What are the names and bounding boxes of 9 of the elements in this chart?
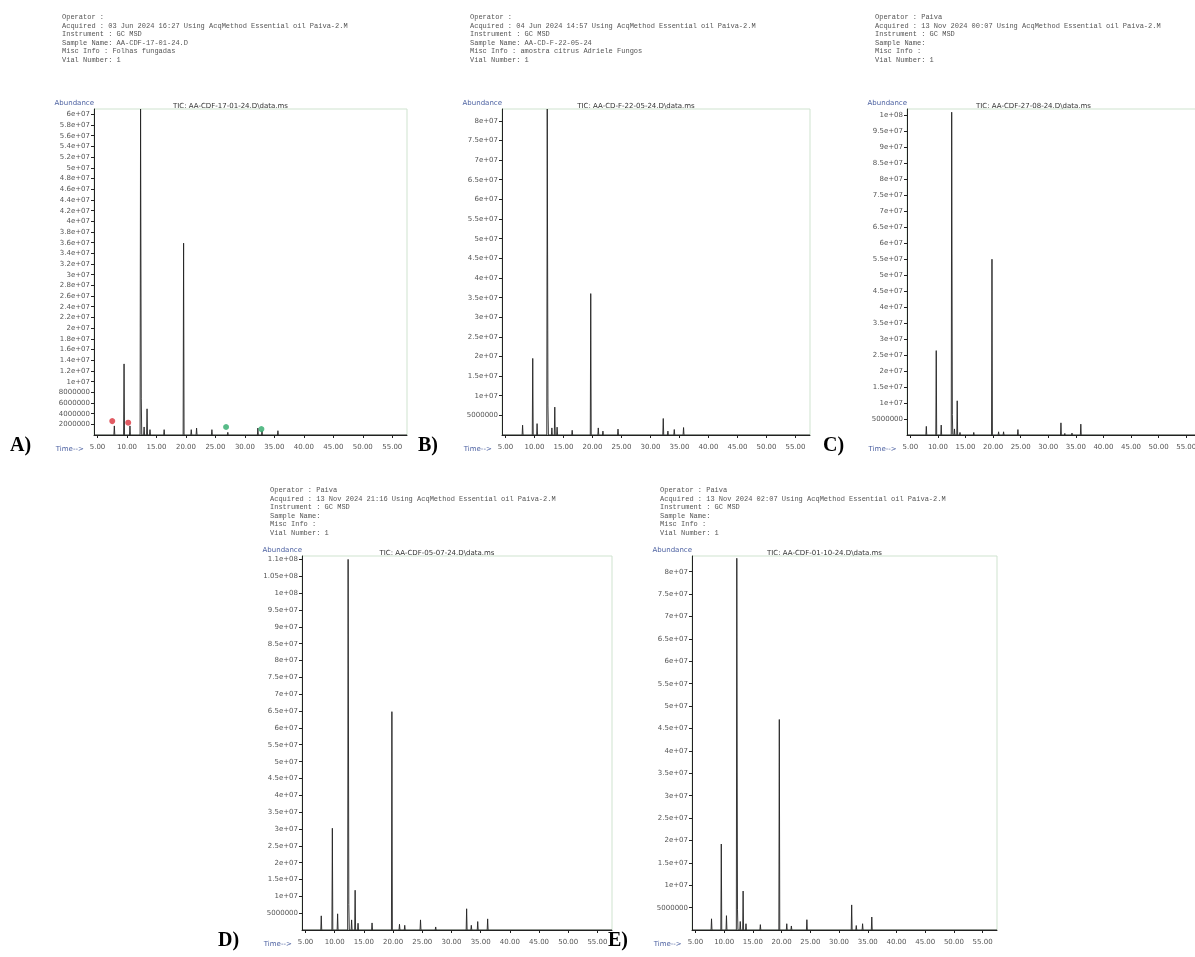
text: B) <box>418 433 438 456</box>
point <box>223 423 230 430</box>
text: C) <box>823 433 845 456</box>
text: A) <box>10 433 32 456</box>
point <box>125 419 132 426</box>
annotation: E) <box>608 928 628 951</box>
point <box>258 426 265 433</box>
text: D) <box>218 928 240 951</box>
point <box>109 418 116 425</box>
